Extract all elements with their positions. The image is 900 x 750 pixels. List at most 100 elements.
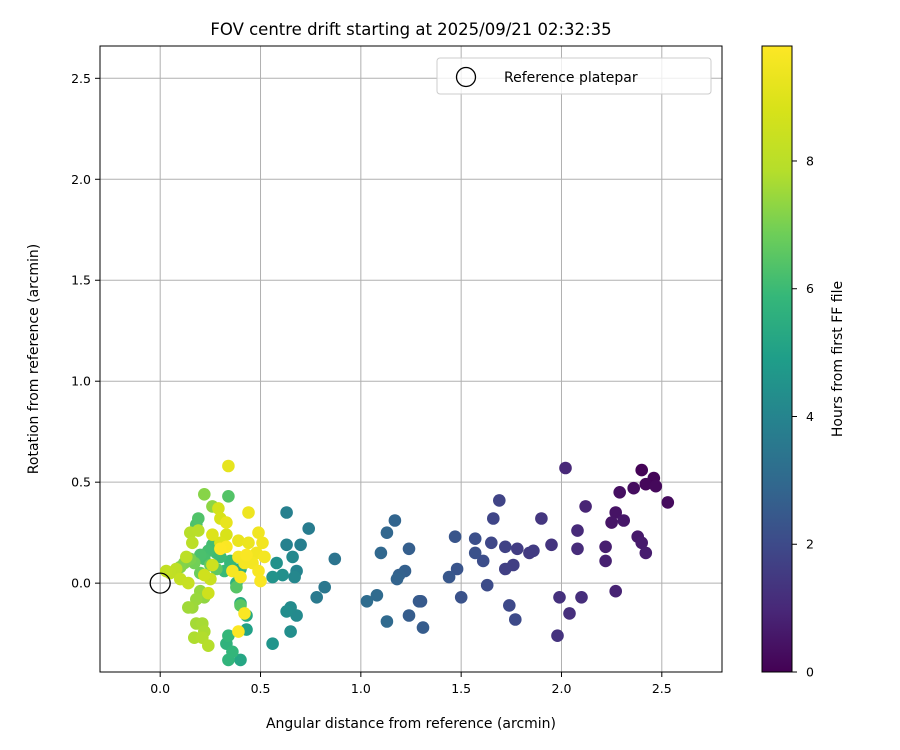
data-point: [280, 506, 293, 519]
y-tick-label: 0.5: [71, 475, 91, 490]
data-point: [214, 542, 227, 556]
data-point: [280, 538, 293, 552]
colorbar-tick-label: 6: [806, 281, 814, 296]
colorbar-tick-label: 8: [806, 153, 814, 168]
data-point: [252, 564, 265, 578]
data-point: [535, 512, 548, 525]
data-point: [192, 524, 205, 537]
data-point: [412, 595, 426, 608]
data-point: [230, 580, 243, 594]
data-point: [252, 526, 265, 539]
x-axis-label: Angular distance from reference (arcmin): [266, 716, 556, 732]
data-point: [499, 562, 512, 576]
y-tick-label: 2.5: [71, 71, 91, 86]
x-axis: 0.0 0.5 1.0 1.5 2.0 2.5: [150, 672, 672, 696]
data-point: [266, 570, 279, 584]
y-axis: 0.0 0.5 1.0 1.5 2.0 2.5: [71, 71, 100, 591]
data-point: [234, 653, 247, 667]
data-point: [511, 542, 524, 556]
data-point: [374, 546, 388, 560]
data-point: [294, 538, 307, 552]
data-point: [480, 578, 494, 592]
y-tick-label: 1.0: [71, 374, 91, 389]
data-point: [328, 552, 342, 566]
data-point: [575, 591, 588, 604]
data-point: [222, 459, 235, 473]
data-point: [609, 506, 622, 519]
data-point: [635, 536, 648, 550]
y-axis-label: Rotation from reference (arcmin): [26, 244, 42, 474]
data-point: [206, 528, 219, 541]
x-tick-label: 2.5: [652, 681, 672, 696]
x-tick-label: 1.5: [451, 681, 471, 696]
data-point: [192, 512, 205, 525]
data-point: [198, 568, 211, 582]
data-point: [599, 540, 612, 554]
chart-title: FOV centre drift starting at 2025/09/21 …: [210, 20, 611, 39]
data-point: [499, 540, 512, 554]
x-tick-label: 2.0: [552, 681, 572, 696]
data-point: [599, 554, 612, 568]
data-point: [180, 550, 193, 564]
data-point: [198, 488, 211, 501]
data-point: [605, 516, 618, 529]
data-point: [202, 586, 215, 600]
data-point: [258, 550, 271, 564]
legend-box: [436, 57, 712, 95]
data-point: [254, 574, 267, 588]
data-point: [454, 591, 468, 604]
data-point: [256, 536, 269, 550]
legend-entry-label: Reference platepar: [504, 70, 638, 86]
data-point: [390, 572, 404, 586]
data-point: [234, 570, 247, 584]
data-point: [476, 554, 490, 568]
legend: Reference platepar: [436, 57, 712, 95]
colorbar-gradient: [761, 45, 793, 673]
data-point: [288, 570, 301, 584]
legend-marker-hollow-circle: [455, 66, 477, 88]
colorbar-label: Hours from first FF file: [830, 281, 846, 437]
data-point: [509, 613, 522, 626]
data-point: [527, 544, 540, 558]
data-point: [402, 542, 416, 556]
x-tick-label: 0.0: [150, 681, 170, 696]
data-point: [284, 625, 297, 638]
data-point: [206, 558, 219, 572]
data-point: [609, 584, 622, 598]
data-point: [388, 514, 402, 527]
data-point: [286, 550, 299, 564]
data-point: [212, 502, 225, 515]
data-point: [487, 512, 500, 525]
data-point: [238, 607, 251, 620]
data-point: [186, 536, 199, 550]
data-point: [503, 599, 516, 612]
data-point: [242, 536, 255, 550]
data-point: [232, 625, 245, 638]
data-point: [240, 548, 253, 562]
data-point: [302, 522, 316, 535]
data-point: [448, 530, 462, 543]
data-point: [579, 500, 592, 513]
data-point: [270, 556, 283, 570]
data-point: [635, 463, 648, 477]
colorbar-tick-label: 0: [806, 665, 814, 680]
x-tick-label: 0.5: [251, 681, 271, 696]
colorbar-tick-label: 2: [806, 537, 814, 552]
data-point: [380, 526, 394, 539]
data-point: [222, 490, 235, 503]
data-point: [468, 532, 482, 545]
colorbar: 0 2 4 6 8 Hours from first FF file: [761, 45, 846, 680]
data-points: [159, 459, 675, 667]
data-point: [571, 542, 584, 556]
y-tick-label: 1.5: [71, 273, 91, 288]
data-point: [202, 639, 215, 652]
data-point: [617, 514, 630, 527]
data-point: [242, 506, 255, 519]
y-tick-label: 0.0: [71, 576, 91, 591]
data-point: [370, 589, 384, 602]
data-point: [551, 629, 564, 642]
reference-platepar-marker: [149, 572, 171, 594]
data-point: [485, 536, 498, 550]
